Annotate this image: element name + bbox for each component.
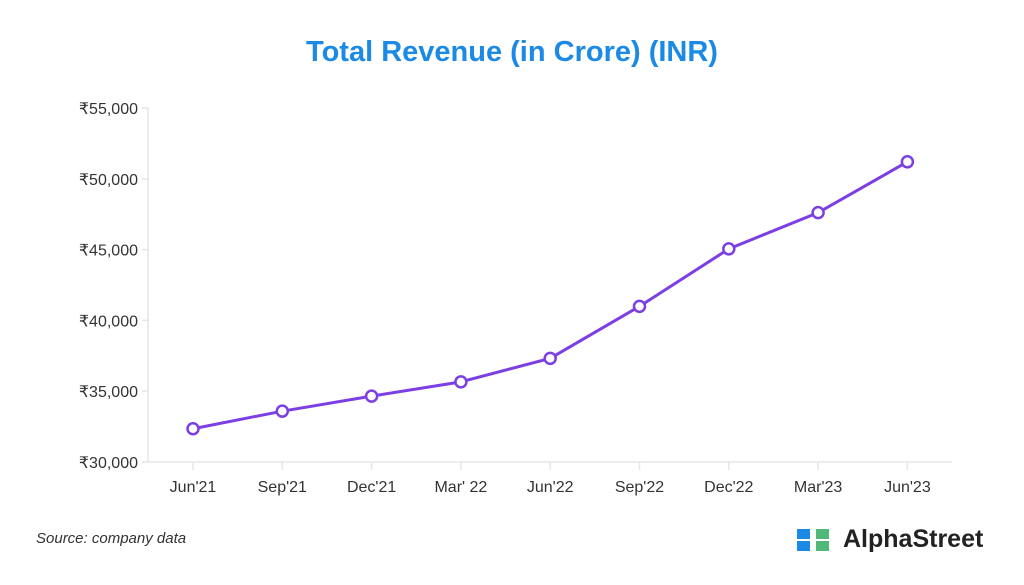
line-chart: ₹30,000 ₹35,000 ₹40,000 ₹45,000 ₹50,000 ₹55,0… xyxy=(79,101,952,496)
x-tick-label: Jun'23 xyxy=(884,479,931,496)
x-tick-label: Mar' 22 xyxy=(434,479,487,496)
data-point xyxy=(543,351,557,366)
alphastreet-logo-icon xyxy=(797,528,829,551)
brand-name: AlphaStreet xyxy=(843,525,984,553)
x-tick-label: Mar'23 xyxy=(794,479,843,496)
data-point xyxy=(364,389,379,403)
y-tick-label: ₹50,000 xyxy=(79,172,138,189)
data-point xyxy=(632,299,647,314)
x-tick-label: Sep'21 xyxy=(258,479,307,496)
y-tick-label: ₹35,000 xyxy=(79,384,138,401)
data-point xyxy=(811,205,825,220)
data-point xyxy=(275,404,290,418)
brand-logo: AlphaStreet xyxy=(795,525,983,554)
y-tick-label: ₹45,000 xyxy=(79,243,138,260)
y-tick-label: ₹40,000 xyxy=(79,313,138,330)
y-tick-label: ₹30,000 xyxy=(79,455,138,472)
x-tick-label: Jun'22 xyxy=(527,479,574,496)
data-point xyxy=(722,242,736,256)
x-tick-label: Sep'22 xyxy=(615,479,664,496)
y-tick-label: ₹55,000 xyxy=(79,101,138,118)
x-tick-label: Dec'22 xyxy=(704,479,753,496)
data-point xyxy=(454,375,468,389)
data-point xyxy=(900,155,915,169)
series-line xyxy=(192,160,909,431)
x-tick-label: Jun'21 xyxy=(170,479,217,496)
x-tick-label: Dec'21 xyxy=(347,479,396,496)
source-note: Source: company data xyxy=(36,530,187,547)
chart-title: Total Revenue (in Crore) (INR) xyxy=(306,36,718,68)
data-point xyxy=(186,421,200,436)
